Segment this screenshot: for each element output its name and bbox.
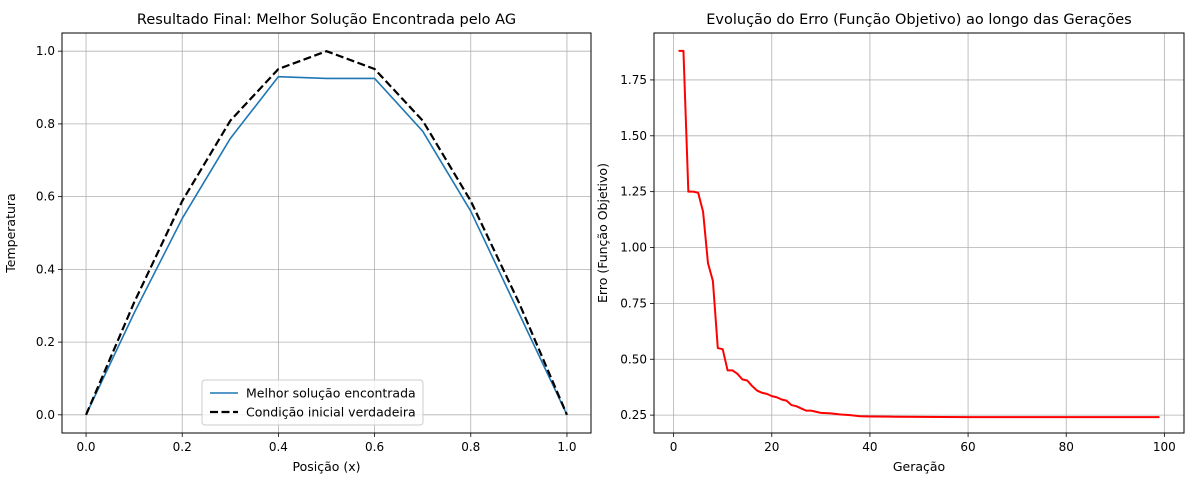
legend-label-melhor-solucao: Melhor solução encontrada [246,386,416,401]
y-tick-label: 0.4 [36,262,55,276]
x-tick-label: 100 [1153,440,1176,454]
chart-temperature-profile: 0.0 0.2 0.4 0.6 0.8 1.0 0.0 0.2 0.4 0.6 0.8 1.0 Re… [3,12,592,474]
x-tick-label: 20 [764,440,779,454]
chart-1-legend: Melhor solução encontrada Condição inici… [201,379,424,426]
y-tick-label: 0.75 [620,296,647,310]
chart-1-y-ticks: 0.0 0.2 0.4 0.6 0.8 1.0 [36,44,62,422]
y-tick-label: 1.00 [620,241,647,255]
y-tick-label: 0.2 [36,335,55,349]
y-tick-label: 1.25 [620,185,647,199]
y-tick-label: 1.50 [620,129,647,143]
y-tick-label: 1.0 [36,44,55,58]
chart-error-evolution: 0 20 40 60 80 100 0.25 0.50 0.75 1.00 1.25 1.50 1.7… [595,12,1185,474]
chart-1-title: Resultado Final: Melhor Solução Encontra… [137,12,516,28]
x-tick-label: 40 [862,440,877,454]
series-line-1 [678,49,1160,419]
chart-1-grid [62,33,591,433]
x-tick-label: 0.4 [269,440,288,454]
x-tick-label: 0.0 [76,440,95,454]
x-tick-label: 80 [1059,440,1074,454]
chart-2-series-layer [678,49,1160,419]
x-tick-label: 1.0 [557,440,576,454]
chart-2-grid [654,33,1184,433]
x-tick-label: 0.2 [173,440,192,454]
chart-1-x-ticks: 0.0 0.2 0.4 0.6 0.8 1.0 [76,433,577,454]
y-tick-label: 1.75 [620,73,647,87]
chart-2-title: Evolução do Erro (Função Objetivo) ao lo… [706,12,1131,28]
x-tick-label: 0.6 [365,440,384,454]
chart-2-y-axis-label: Erro (Função Objetivo) [595,163,610,303]
chart-1-series-layer [85,50,568,416]
chart-2-plot-area [653,32,1185,434]
chart-1-plot-area [61,32,592,434]
series-line-1 [85,75,568,416]
chart-1-legend-box [201,379,424,426]
x-tick-label: 0.8 [461,440,480,454]
y-tick-label: 0.0 [36,408,55,422]
x-tick-label: 0 [670,440,678,454]
chart-2-x-ticks: 0 20 40 60 80 100 [670,433,1176,454]
y-tick-label: 0.8 [36,117,55,131]
chart-2-x-axis-label: Geração [893,459,945,474]
chart-2-y-ticks: 0.25 0.50 0.75 1.00 1.25 1.50 1.75 [620,73,654,422]
chart-1-y-axis-label: Temperatura [3,193,18,273]
x-tick-label: 60 [960,440,975,454]
chart-1-x-axis-label: Posição (x) [292,459,360,474]
series-line-2 [85,50,568,416]
y-tick-label: 0.6 [36,190,55,204]
legend-label-condicao-inicial: Condição inicial verdadeira [246,405,416,420]
y-tick-label: 0.50 [620,352,647,366]
y-tick-label: 0.25 [620,408,647,422]
